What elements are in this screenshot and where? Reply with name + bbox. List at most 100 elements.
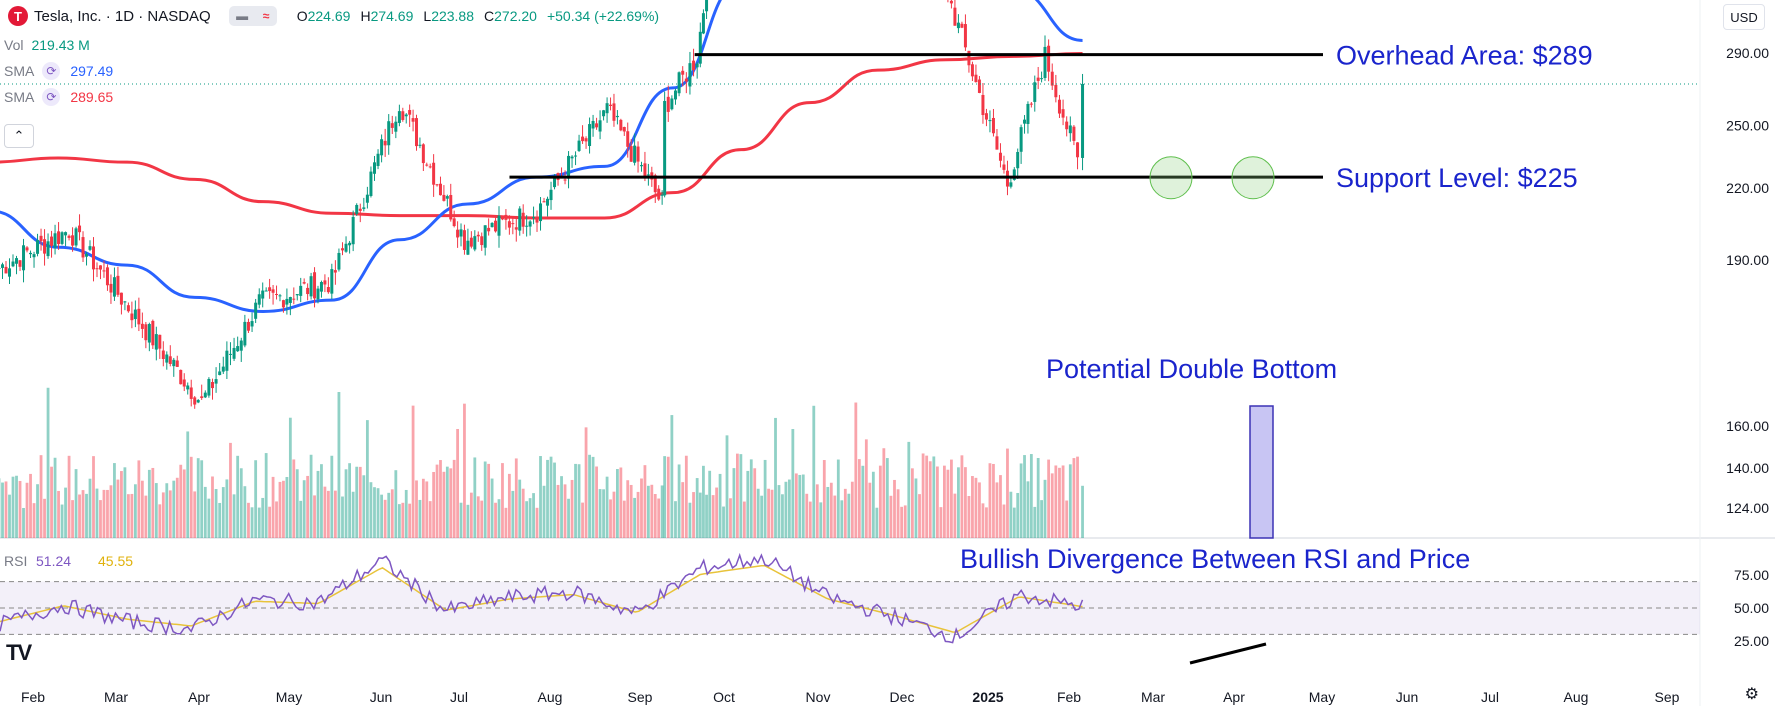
- candle-body: [991, 117, 995, 134]
- x-tick-label: Oct: [713, 689, 735, 705]
- candle-body: [302, 282, 306, 284]
- currency-selector[interactable]: USD: [1723, 4, 1765, 30]
- candle-body: [214, 379, 218, 384]
- candle-body: [78, 225, 82, 233]
- volume-bar: [425, 481, 429, 538]
- volume-bar: [742, 501, 746, 538]
- volume-bar: [847, 493, 851, 538]
- candle-body: [1023, 119, 1027, 124]
- volume-bar: [1002, 504, 1006, 538]
- sma-slow-indicator[interactable]: SMA ⟳ 289.65: [4, 88, 114, 106]
- volume-bar: [950, 459, 953, 538]
- volume-bar: [497, 499, 501, 538]
- candle-body: [168, 356, 172, 364]
- candle-body: [1036, 77, 1040, 81]
- candle-body: [18, 260, 22, 267]
- candle-body: [147, 324, 151, 343]
- x-tick-label: May: [1309, 689, 1335, 705]
- x-tick-label: Nov: [806, 689, 831, 705]
- candle-body: [326, 287, 330, 293]
- candle-body: [459, 229, 463, 237]
- volume-bar: [137, 460, 141, 538]
- volume-bar: [1029, 454, 1033, 538]
- volume-bar: [882, 448, 886, 538]
- candle-body: [639, 165, 643, 167]
- candle-body: [977, 79, 981, 93]
- candle-body: [490, 222, 494, 228]
- candle-body: [348, 242, 352, 246]
- candle-body: [1081, 83, 1085, 158]
- candle-body: [1026, 103, 1030, 124]
- volume-bar: [784, 481, 788, 538]
- candle-body: [1076, 142, 1080, 158]
- candle-body: [615, 115, 619, 118]
- candle-body: [250, 321, 254, 327]
- wave-icon: ≈: [262, 9, 270, 23]
- candle-body: [4, 266, 8, 274]
- candle-body: [376, 153, 380, 166]
- candle-body: [365, 194, 369, 203]
- volume-bar: [626, 480, 630, 538]
- volume-bar: [574, 463, 577, 538]
- sma-fast-indicator[interactable]: SMA ⟳ 297.49: [4, 62, 114, 80]
- candle-body: [425, 164, 429, 166]
- volume-bar: [1033, 506, 1037, 538]
- candle-body: [257, 294, 261, 305]
- candle-body: [401, 111, 405, 120]
- volume-bar: [633, 497, 637, 538]
- refresh-icon[interactable]: ⟳: [42, 88, 61, 106]
- volume-bar: [542, 485, 546, 538]
- candle-body: [657, 188, 661, 200]
- tradingview-logo-icon[interactable]: TV: [6, 640, 32, 665]
- volume-bar: [1065, 500, 1069, 538]
- volume-bar: [390, 489, 394, 538]
- chart-mode-toggle[interactable]: ▬ ≈: [228, 6, 277, 26]
- volume-bar: [854, 402, 858, 538]
- volume-bar: [330, 455, 334, 538]
- volume-indicator[interactable]: Vol 219.43 M: [4, 37, 90, 53]
- candle-body: [619, 119, 623, 131]
- volume-bar: [711, 495, 715, 538]
- volume-bar: [570, 479, 574, 538]
- volume-bar: [985, 507, 988, 538]
- volume-bar: [29, 473, 32, 538]
- candle-body: [232, 347, 236, 359]
- volume-bar: [753, 468, 757, 538]
- volume-bar: [684, 455, 688, 538]
- volume-bar: [463, 403, 466, 538]
- collapse-indicators-button[interactable]: ⌃: [4, 124, 34, 148]
- volume-bar: [549, 456, 553, 538]
- volume-bar: [921, 453, 925, 538]
- x-tick-label: Apr: [188, 689, 210, 705]
- volume-bar: [1076, 456, 1079, 538]
- volume-bar: [822, 460, 826, 538]
- candle-body: [595, 123, 599, 128]
- candle-body: [221, 366, 225, 372]
- candle-body: [186, 385, 190, 390]
- volume-tick-label: 140.00: [1726, 460, 1769, 476]
- candle-body: [158, 334, 162, 349]
- volume-bar: [581, 502, 584, 538]
- volume-bar: [71, 500, 74, 538]
- candle-body: [271, 289, 275, 293]
- volume-bar: [383, 499, 387, 538]
- volume-bar: [165, 483, 169, 538]
- symbol-title[interactable]: Tesla, Inc. · 1D · NASDAQ: [34, 7, 211, 25]
- volume-bar: [577, 464, 581, 538]
- volume-bar: [914, 478, 918, 538]
- volume-bar: [309, 454, 313, 538]
- volume-bar: [718, 473, 722, 538]
- candle-body: [553, 175, 557, 188]
- volume-bar: [64, 487, 67, 538]
- volume-bar: [660, 485, 664, 538]
- volume-bar: [518, 479, 522, 538]
- settings-icon[interactable]: ⚙: [1744, 686, 1759, 703]
- volume-bar: [553, 462, 556, 538]
- volume-bar: [1019, 463, 1023, 538]
- candle-body: [144, 324, 148, 341]
- volume-bar: [466, 504, 470, 538]
- refresh-icon[interactable]: ⟳: [42, 62, 61, 80]
- candle-body: [323, 280, 327, 285]
- rsi-signal-value: 45.55: [98, 553, 133, 569]
